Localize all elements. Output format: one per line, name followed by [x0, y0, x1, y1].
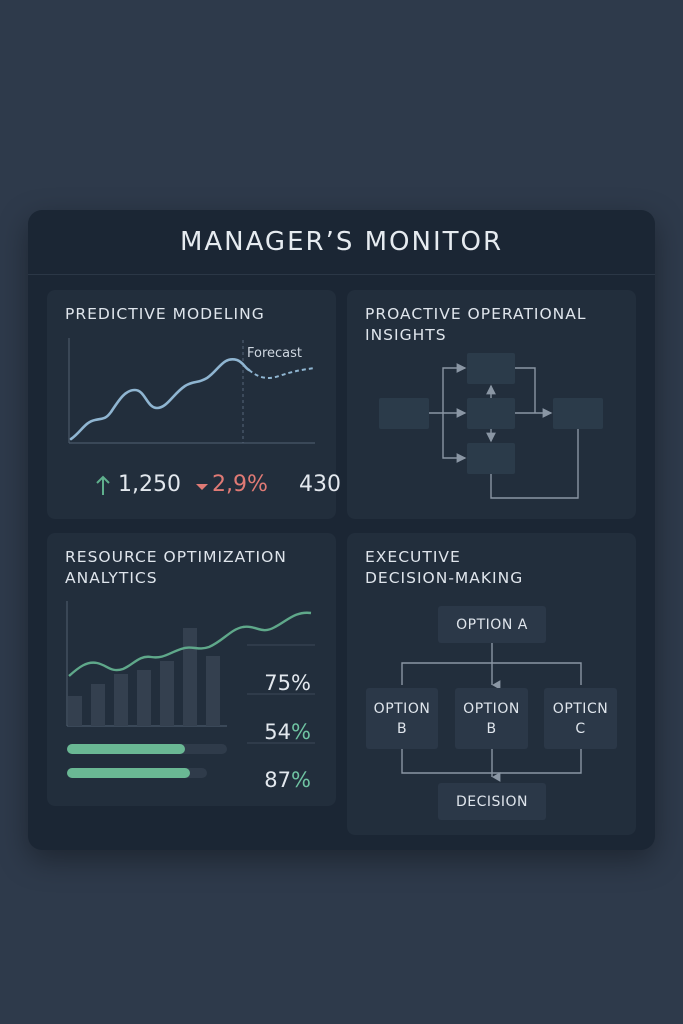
- flow-node-middle: [467, 398, 515, 429]
- option-label-line2: C: [575, 720, 586, 737]
- arrow-down-icon: [196, 484, 208, 490]
- option-label-line2: B: [486, 720, 497, 737]
- decision-tree-connectors: [401, 643, 582, 782]
- flow-node-input: [379, 398, 429, 429]
- option-b-box-1[interactable]: OPTION B: [366, 688, 438, 749]
- process-flow-diagram: [379, 353, 603, 499]
- option-label-line2: B: [396, 720, 408, 737]
- percentage-number: 87: [264, 768, 292, 792]
- managers-monitor-window: MANAGER’S MONITOR PREDICTIVE MODELING Fo…: [28, 210, 655, 850]
- decision-box[interactable]: DECISION: [438, 783, 546, 820]
- option-label-line1: OPTION: [373, 700, 431, 717]
- predictive-modeling-panel[interactable]: PREDICTIVE MODELING Forecast 1,250 2,9% …: [47, 290, 341, 519]
- decision-label: DECISION: [455, 793, 529, 810]
- resource-optimization-panel[interactable]: RESOURCE OPTIMIZATION ANALYTICS 75%: [47, 533, 336, 806]
- bar: [68, 696, 82, 726]
- panel-title-predictive: PREDICTIVE MODELING: [65, 305, 265, 323]
- page-title: MANAGER’S MONITOR: [179, 227, 504, 257]
- predictive-chart: Forecast: [68, 338, 316, 444]
- monitor-header: MANAGER’S MONITOR: [28, 210, 655, 275]
- percentage-symbol: %: [291, 768, 311, 792]
- option-label-line1: OPTION: [463, 700, 520, 717]
- bar: [137, 670, 151, 726]
- percentage-value-2: 54%: [251, 720, 311, 744]
- title-line-1: EXECUTIVE: [365, 548, 461, 566]
- title-line-1: PROACTIVE OPERATIONAL: [365, 305, 587, 323]
- panel-title-proactive: PROACTIVE OPERATIONAL INSIGHTS: [365, 304, 615, 346]
- historical-line: [69, 358, 251, 441]
- forecast-label: Forecast: [247, 346, 302, 361]
- bar: [206, 656, 220, 726]
- panel-title-resource: RESOURCE OPTIMIZATION ANALYTICS: [65, 547, 315, 589]
- progress-track-2: [67, 768, 207, 778]
- percentage-value-3: 87%: [251, 768, 311, 792]
- flow-node-output: [553, 398, 603, 429]
- option-c-box[interactable]: OPTICN C: [544, 688, 617, 749]
- progress-fill-2: [67, 768, 191, 778]
- executive-decision-panel[interactable]: EXECUTIVE DECISION-MAKING OPTION A OPTIO…: [347, 533, 636, 835]
- percentage-number: 54: [264, 720, 292, 744]
- metric-value-2: 2,9%: [212, 472, 268, 497]
- percentage-symbol: %: [291, 720, 311, 744]
- progress-fill-1: [67, 744, 186, 754]
- bar: [183, 628, 197, 726]
- percentage-number: 75: [264, 671, 292, 695]
- panel-title-executive: EXECUTIVE DECISION-MAKING: [365, 547, 615, 589]
- resource-chart: [66, 601, 315, 744]
- bar: [91, 684, 105, 726]
- forecast-line: [248, 367, 316, 379]
- percentage-symbol: %: [291, 671, 311, 695]
- metric-value-1: 1,250: [118, 472, 181, 497]
- option-label-line1: OPTICN: [552, 700, 609, 717]
- flow-node-top: [467, 353, 515, 384]
- option-a-label: OPTION A: [456, 616, 528, 633]
- title-line-2: ANALYTICS: [65, 569, 158, 587]
- proactive-insights-panel[interactable]: PROACTIVE OPERATIONAL INSIGHTS: [347, 290, 636, 519]
- title-line-2: DECISION-MAKING: [365, 569, 524, 587]
- progress-track-1: [67, 744, 227, 754]
- percentage-value-1: 75%: [251, 671, 311, 695]
- metric-value-3: 430: [299, 472, 341, 497]
- flow-node-bottom: [467, 443, 515, 474]
- option-a-box[interactable]: OPTION A: [438, 606, 546, 643]
- arrow-up-icon: [96, 475, 110, 495]
- bar: [160, 661, 174, 726]
- title-line-2: INSIGHTS: [365, 326, 447, 344]
- trend-line: [68, 611, 312, 677]
- option-b-box-2[interactable]: OPTION B: [455, 688, 528, 749]
- bar: [114, 674, 128, 726]
- title-line-1: RESOURCE OPTIMIZATION: [65, 548, 287, 566]
